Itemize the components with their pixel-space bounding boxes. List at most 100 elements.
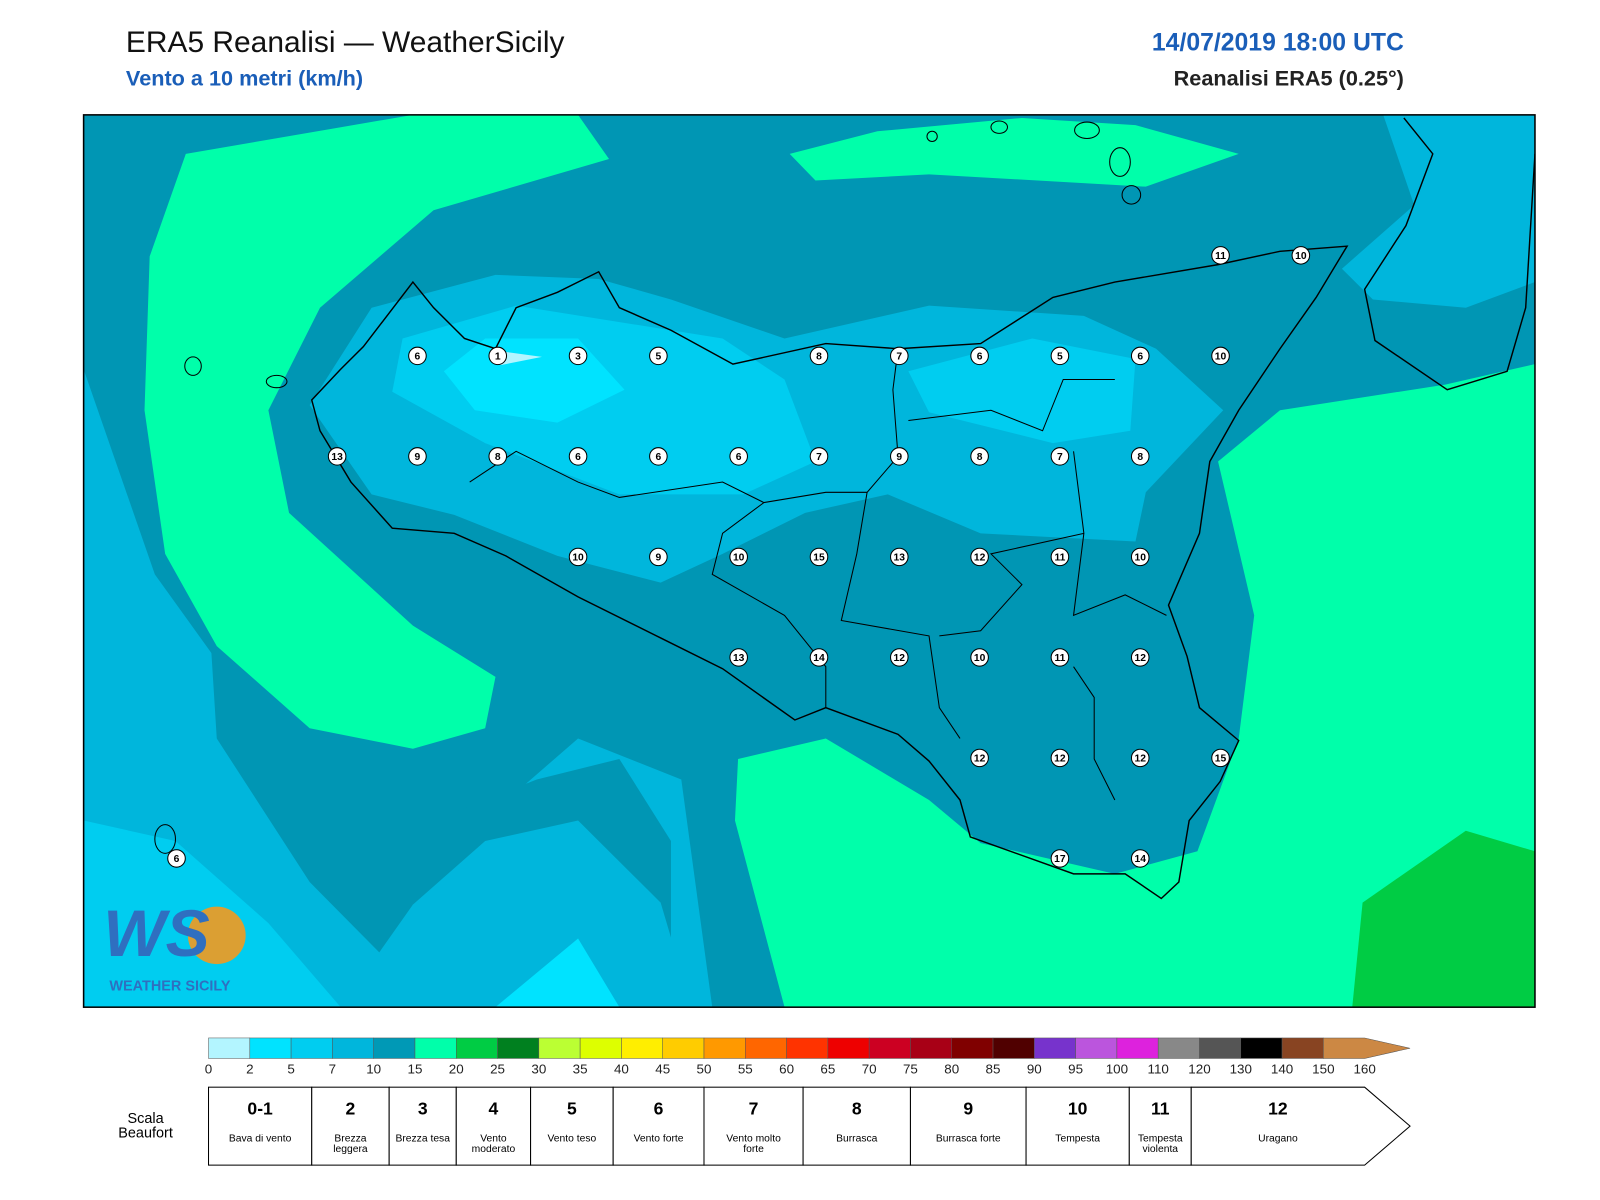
colorbar-swatch xyxy=(621,1037,663,1059)
station-value: 7 xyxy=(896,352,902,363)
station-value: 13 xyxy=(733,653,745,664)
station-value: 14 xyxy=(1135,854,1147,865)
field-region xyxy=(908,338,1136,444)
beaufort-force: 8 xyxy=(852,1098,862,1118)
colorbar-tick-label: 55 xyxy=(738,1061,753,1076)
station-marker xyxy=(649,447,668,466)
beaufort-description-box: Burrasca xyxy=(836,1134,877,1144)
station-value: 7 xyxy=(816,452,822,463)
beaufort-box xyxy=(802,1086,911,1166)
field-region xyxy=(734,364,1535,1008)
station-value: 6 xyxy=(656,452,662,463)
station-value: 14 xyxy=(813,653,825,664)
station-value: 12 xyxy=(1054,754,1066,765)
colorbar-tick-label: 45 xyxy=(655,1061,670,1076)
beaufort-box xyxy=(1025,1086,1130,1166)
station-marker xyxy=(408,447,427,466)
field-region xyxy=(1352,830,1535,1008)
station-value: 12 xyxy=(974,553,986,564)
colorbar-swatch xyxy=(868,1037,911,1059)
colorbar-swatch xyxy=(1199,1037,1242,1059)
station-marker xyxy=(488,346,508,366)
station-marker xyxy=(568,447,588,466)
station-value: 6 xyxy=(977,352,983,363)
station-value: 13 xyxy=(331,452,343,463)
colorbar-tick-label: 5 xyxy=(287,1061,294,1076)
station-value: 11 xyxy=(1054,653,1065,664)
beaufort-force: 10 xyxy=(1068,1098,1088,1118)
beaufort-force: 12 xyxy=(1268,1098,1288,1118)
station-marker xyxy=(1211,346,1230,366)
beaufort-description-box: Vento teso xyxy=(547,1134,596,1144)
station-value: 13 xyxy=(894,553,906,564)
colorbar-tick-label: 10 xyxy=(366,1061,381,1076)
station-marker xyxy=(1211,748,1230,768)
station-value: 10 xyxy=(1295,251,1307,262)
station-marker xyxy=(970,447,989,466)
station-value: 17 xyxy=(1054,854,1066,865)
logo-sun xyxy=(187,906,246,965)
colorbar-swatch xyxy=(662,1037,705,1059)
subtitle: Vento a 10 metri (km/h) xyxy=(126,66,363,91)
station-marker xyxy=(809,447,829,466)
colorbar-tick-label: 140 xyxy=(1271,1061,1293,1076)
beaufort-description-box: Tempesta xyxy=(1055,1134,1101,1145)
station-marker xyxy=(809,547,829,567)
beaufort-force: 5 xyxy=(567,1098,577,1118)
station-value: 12 xyxy=(1135,653,1147,664)
colorbar-tick-label: 0 xyxy=(205,1061,212,1076)
station-marker xyxy=(408,346,427,366)
colorbar-tick-label: 160 xyxy=(1353,1061,1375,1076)
station-marker xyxy=(1211,246,1230,265)
beaufort-force: 3 xyxy=(418,1098,428,1118)
datetime: 14/07/2019 18:00 UTC xyxy=(1152,30,1404,57)
colorbar-arrow xyxy=(1323,1037,1411,1059)
station-marker xyxy=(1050,648,1070,667)
station-value: 6 xyxy=(174,854,180,865)
field-region xyxy=(340,820,692,1008)
colorbar-swatch xyxy=(910,1037,952,1059)
title: ERA5 Reanalisi — WeatherSicily xyxy=(126,26,565,59)
beaufort-description: Tempesta xyxy=(1055,1134,1101,1145)
station-marker xyxy=(970,547,989,567)
station-marker xyxy=(1130,748,1150,768)
island xyxy=(184,356,202,376)
colorbar-swatch xyxy=(1281,1037,1324,1059)
island xyxy=(990,120,1008,134)
station-marker xyxy=(890,547,909,567)
colorbar-swatch xyxy=(290,1037,333,1059)
colorbar-swatch xyxy=(703,1037,746,1059)
beaufort-description: Burrasca forte xyxy=(935,1134,1001,1145)
station-marker xyxy=(809,648,829,667)
colorbar-swatch xyxy=(208,1037,251,1059)
station-marker xyxy=(1291,246,1311,265)
colorbar-swatch xyxy=(249,1037,292,1059)
beaufort-scale: Scala Beaufort 0-1 Bava di vento 2 Brezza le… xyxy=(118,1086,1411,1166)
colorbar-swatch xyxy=(992,1037,1035,1059)
beaufort-box xyxy=(703,1086,804,1166)
beaufort-label-box: Scala Beaufort xyxy=(118,1111,173,1140)
beaufort-box xyxy=(1128,1086,1192,1166)
station-value: 6 xyxy=(1137,352,1143,363)
station-value: 15 xyxy=(1215,754,1227,765)
colorbar-tick-label: 2 xyxy=(246,1061,253,1076)
beaufort-description-box: Vento moderato xyxy=(472,1134,516,1154)
beaufort-description-box: Bava di vento xyxy=(229,1134,292,1144)
colorbar-swatch xyxy=(1034,1037,1076,1059)
coastline xyxy=(310,245,1349,900)
colorbar-tick-label: 80 xyxy=(944,1061,959,1076)
station-marker xyxy=(890,346,909,366)
colorbar-tick-label: 120 xyxy=(1188,1061,1210,1076)
station-value: 6 xyxy=(415,352,421,363)
beaufort-force: 4 xyxy=(489,1098,499,1118)
beaufort-force: 6 xyxy=(654,1098,664,1118)
station-marker xyxy=(1050,447,1070,466)
station-value: 1 xyxy=(495,352,501,363)
station-value: 6 xyxy=(736,452,742,463)
colorbar-tick-label: 7 xyxy=(329,1061,336,1076)
colorbar-tick-label: 40 xyxy=(614,1061,629,1076)
